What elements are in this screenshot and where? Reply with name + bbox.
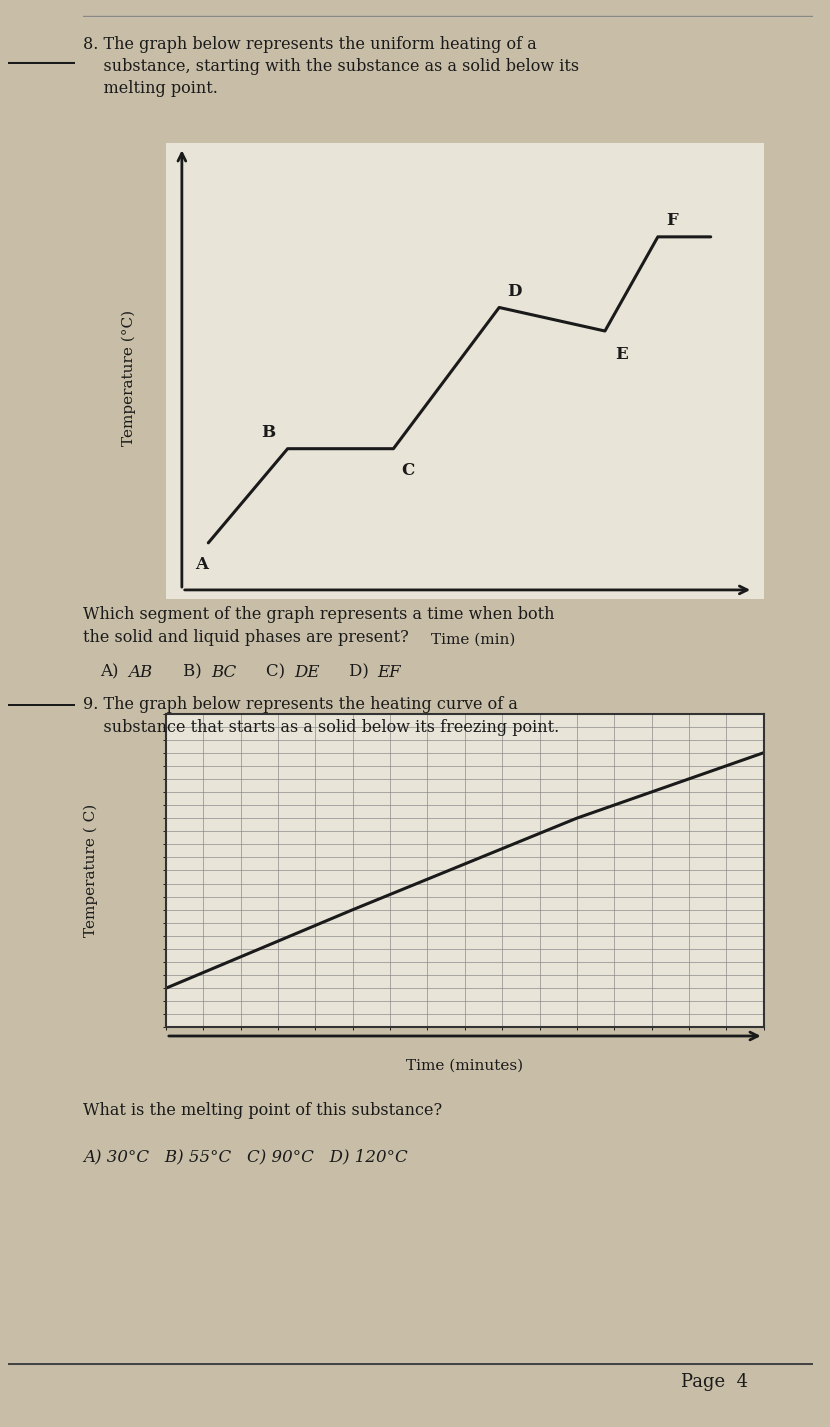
Text: Time (minutes): Time (minutes): [406, 1059, 524, 1073]
Text: 8. The graph below represents the uniform heating of a
    substance, starting w: 8. The graph below represents the unifor…: [83, 36, 579, 97]
Text: EF: EF: [378, 664, 401, 681]
Text: Temperature (°C): Temperature (°C): [122, 310, 136, 447]
Text: Temperature ( C): Temperature ( C): [84, 803, 99, 938]
Text: D): D): [349, 664, 374, 681]
Text: F: F: [666, 213, 677, 230]
Text: D: D: [507, 283, 521, 300]
Text: Page  4: Page 4: [681, 1373, 748, 1391]
Text: A) 30°C   B) 55°C   C) 90°C   D) 120°C: A) 30°C B) 55°C C) 90°C D) 120°C: [83, 1149, 408, 1166]
Text: C: C: [402, 461, 415, 478]
Text: BC: BC: [212, 664, 237, 681]
Text: Time (min): Time (min): [431, 632, 515, 646]
Text: DE: DE: [295, 664, 320, 681]
Text: AB: AB: [129, 664, 153, 681]
Text: E: E: [616, 347, 628, 364]
Text: C): C): [266, 664, 290, 681]
Text: B): B): [183, 664, 207, 681]
Text: A): A): [100, 664, 124, 681]
Text: 9. The graph below represents the heating curve of a
    substance that starts a: 9. The graph below represents the heatin…: [83, 696, 559, 735]
Text: What is the melting point of this substance?: What is the melting point of this substa…: [83, 1102, 442, 1119]
Text: Which segment of the graph represents a time when both
the solid and liquid phas: Which segment of the graph represents a …: [83, 606, 554, 645]
Text: B: B: [261, 424, 276, 441]
Text: A: A: [195, 555, 208, 572]
